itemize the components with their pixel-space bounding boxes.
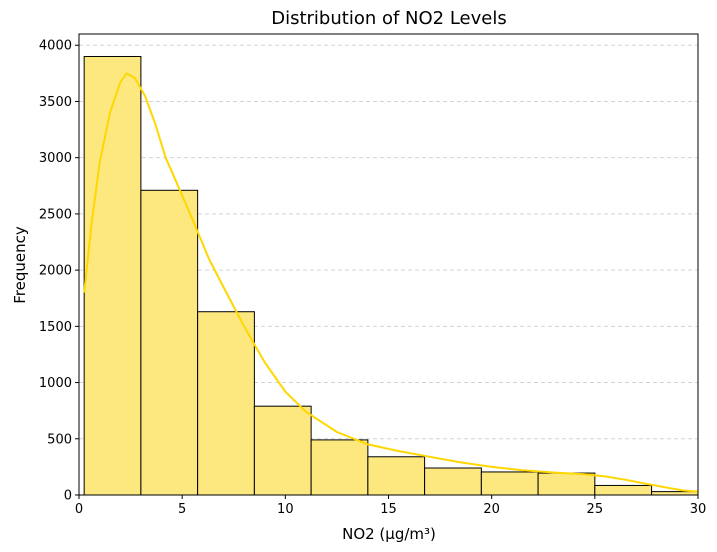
x-tick-label-1: 5 bbox=[178, 502, 186, 517]
x-tick-label-3: 15 bbox=[380, 502, 397, 517]
y-tick-label-2: 1000 bbox=[39, 376, 72, 391]
kde-layer bbox=[83, 72, 699, 493]
chart-title: Distribution of NO2 Levels bbox=[271, 8, 507, 29]
histogram-bar-2 bbox=[197, 311, 255, 496]
y-tick-label-0: 0 bbox=[64, 489, 72, 504]
histogram-bar-9 bbox=[594, 484, 653, 496]
x-tick-label-5: 25 bbox=[587, 502, 604, 517]
y-tick-label-1: 500 bbox=[47, 432, 72, 447]
y-tick-label-3: 1500 bbox=[39, 320, 72, 335]
x-tick-label-2: 10 bbox=[277, 502, 294, 517]
kde-curve bbox=[83, 72, 699, 493]
x-axis-label: NO2 (µg/m³) bbox=[342, 525, 436, 543]
y-tick-label-4: 2000 bbox=[39, 264, 72, 279]
y-tick-label-8: 4000 bbox=[39, 39, 72, 54]
histogram-bar-0 bbox=[83, 55, 142, 496]
histogram-bar-5 bbox=[367, 456, 426, 496]
x-tick-label-6: 30 bbox=[690, 502, 707, 517]
histogram-bar-7 bbox=[480, 471, 539, 496]
x-axis-ticks: 0 5 10 15 20 25 30 bbox=[75, 495, 706, 517]
histogram-bar-4 bbox=[310, 439, 369, 496]
histogram-bar-3 bbox=[253, 405, 312, 496]
histogram-bar-10 bbox=[651, 491, 699, 496]
histogram-bar-6 bbox=[424, 467, 482, 496]
y-tick-label-7: 3500 bbox=[39, 95, 72, 110]
y-tick-label-6: 3000 bbox=[39, 151, 72, 166]
bars-layer bbox=[83, 55, 699, 496]
x-tick-label-0: 0 bbox=[75, 502, 83, 517]
y-axis-label: Frequency bbox=[11, 226, 29, 304]
x-tick-label-4: 20 bbox=[483, 502, 500, 517]
y-axis-ticks: 0 500 1000 1500 2000 2500 3000 3500 4000 bbox=[39, 39, 79, 504]
grid-layer bbox=[79, 44, 698, 440]
histogram-bar-8 bbox=[537, 472, 596, 496]
y-tick-label-5: 2500 bbox=[39, 207, 72, 222]
histogram-bar-1 bbox=[140, 189, 199, 496]
